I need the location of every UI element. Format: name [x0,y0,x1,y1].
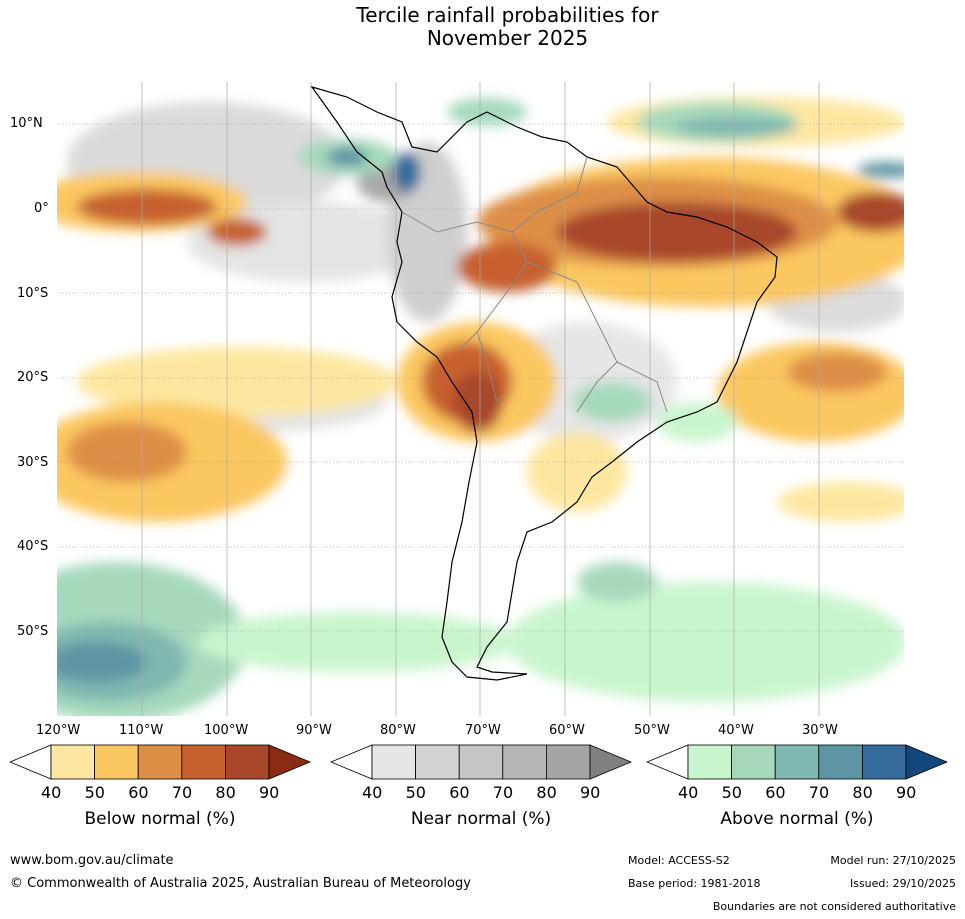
colorbar-tick-label: 40 [362,783,383,802]
footer-copyright: © Commonwealth of Australia 2025, Austra… [10,876,471,891]
lon-label-50w: 50°W [634,723,670,738]
colorbar-tick-label: 60 [449,783,470,802]
colorbar-segment [415,744,460,780]
colorbar-extend-low [645,744,689,780]
footer-issued: Issued: 29/10/2025 [849,877,956,890]
footer-disclaimer: Boundaries are not considered authoritat… [712,900,956,913]
colorbar-segment [774,744,820,780]
colorbar-segment [458,744,504,780]
map-title-line2: November 2025 [426,26,589,50]
colorbar-tick-label: 70 [492,783,514,802]
colorbar-segment [502,744,547,780]
graticule [57,123,904,632]
lat-label-50s: 50°S [17,624,49,639]
colorbar-segment [861,744,907,780]
lat-label-10s: 10°S [17,286,49,301]
colorbar-extend-low [329,744,373,780]
lon-label-100w: 100°W [204,723,249,738]
lat-label-10n: 10°N [10,116,43,131]
footer-base-period: Base period: 1981-2018 [628,877,761,890]
footer-model: Model: ACCESS-S2 [628,854,730,867]
lon-label-120w: 120°W [36,723,81,738]
probability-fields [57,97,904,716]
colorbar-tick-label: 60 [765,783,786,802]
colorbar-tick-label: 90 [259,783,280,802]
map-title: Tercile rainfall probabilities for Novem… [0,4,965,50]
lon-label-60w: 60°W [549,723,585,738]
colorbar-segment [545,744,591,780]
lon-label-40w: 40°W [718,723,754,738]
colorbar-tick-label: 80 [215,783,236,802]
colorbar-segment [731,744,776,780]
colorbar-above-title: Above normal (%) [720,809,874,829]
colorbar-tick-label: 50 [721,783,742,802]
meridians [141,82,820,716]
lon-label-30w: 30°W [802,723,838,738]
colorbar-segment [181,744,226,780]
colorbar-segment [94,744,139,780]
colorbar-above [645,744,949,786]
south-america-coastline [310,85,778,681]
colorbar-tick-label: 90 [580,783,601,802]
colorbar-extend-high [905,744,949,780]
rainfall-map [57,82,904,716]
colorbar-segment [224,744,270,780]
colorbar-near [329,744,633,786]
colorbar-tick-label: 90 [896,783,917,802]
lat-label-40s: 40°S [17,539,49,554]
lat-label-20s: 20°S [17,370,49,385]
colorbar-extend-low [8,744,52,780]
lat-label-30s: 30°S [17,455,49,470]
colorbar-tick-label: 70 [171,783,193,802]
colorbar-tick-label: 80 [536,783,557,802]
colorbar-tick-label: 40 [678,783,699,802]
colorbar-tick-label: 70 [808,783,830,802]
colorbar-below [8,744,312,786]
colorbar-tick-label: 40 [41,783,62,802]
colorbar-segment [137,744,183,780]
colorbar-segment [818,744,863,780]
footer-model-run: Model run: 27/10/2025 [830,854,956,867]
colorbar-below-title: Below normal (%) [84,809,236,829]
colorbar-tick-label: 50 [84,783,105,802]
lon-label-70w: 70°W [465,723,501,738]
lon-label-80w: 80°W [380,723,416,738]
map-title-line1: Tercile rainfall probabilities for [356,3,659,27]
colorbar-tick-label: 50 [405,783,426,802]
country-borders [401,156,668,413]
colorbar-near-svg [329,744,633,780]
colorbar-segment [371,744,416,780]
colorbar-extend-high [589,744,633,780]
colorbar-above-svg [645,744,949,780]
colorbar-near-title: Near normal (%) [410,809,552,829]
lon-label-90w: 90°W [296,723,332,738]
rainfall-map-svg [57,82,904,716]
lon-label-110w: 110°W [119,723,164,738]
colorbar-segment [50,744,95,780]
colorbar-extend-high [268,744,312,780]
colorbar-tick-label: 80 [852,783,873,802]
lat-label-0: 0° [34,201,49,216]
colorbar-below-svg [8,744,312,780]
footer-url[interactable]: www.bom.gov.au/climate [10,853,174,868]
colorbar-tick-label: 60 [128,783,149,802]
colorbar-segment [687,744,732,780]
